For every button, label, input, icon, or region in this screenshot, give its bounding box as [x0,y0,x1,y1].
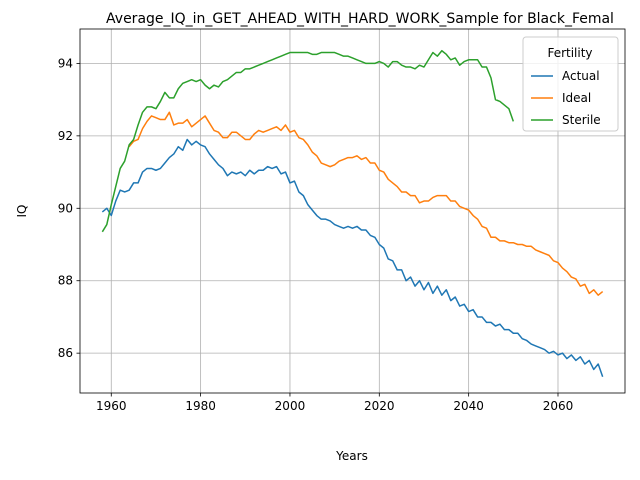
x-tick-label: 1980 [185,399,216,413]
x-tick-label: 2060 [543,399,574,413]
legend-title: Fertility [547,46,592,60]
x-axis-label: Years [335,449,368,463]
x-tick-label: 2020 [364,399,395,413]
y-tick-label: 94 [58,56,73,70]
series-line-actual [101,138,604,377]
y-tick-label: 88 [58,274,73,288]
legend: Fertility Actual Ideal Sterile [522,36,619,132]
legend-label-ideal: Ideal [562,91,591,105]
y-tick-label: 86 [58,346,73,360]
legend-label-actual: Actual [562,69,600,83]
x-tick-label: 2040 [453,399,484,413]
series-line-ideal [128,111,604,296]
y-tick-label: 92 [58,129,73,143]
x-tick-label: 1960 [96,399,127,413]
axis-ticks: 1960 1980 2000 2020 2040 2060 86 88 90 92 94 [58,56,574,413]
series-lines [101,49,604,377]
legend-box [522,36,619,132]
x-tick-label: 2000 [275,399,306,413]
chart-title: Average_IQ_in_GET_AHEAD_WITH_HARD_WORK_S… [106,11,614,27]
y-tick-label: 90 [58,201,73,215]
series-line-sterile [101,49,515,233]
legend-label-sterile: Sterile [562,113,601,127]
y-axis-label: IQ [15,205,29,218]
plot-frame [79,28,626,394]
